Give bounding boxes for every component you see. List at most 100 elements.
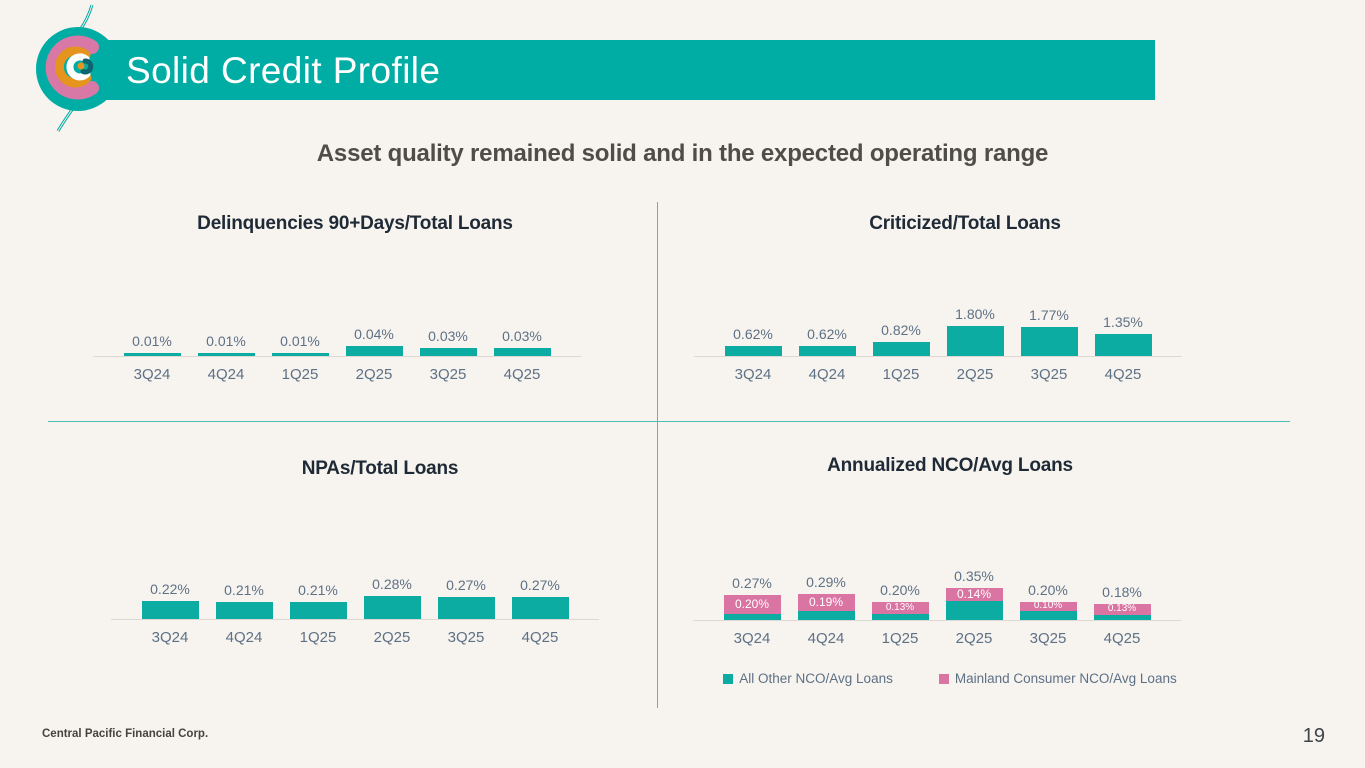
bar-column: 0.20% 0.13% <box>863 560 937 620</box>
segment-value-label: 0.19% <box>808 595 844 610</box>
bar-value-label: 0.21% <box>298 581 338 598</box>
mainland-consumer-segment: 0.13% <box>871 601 929 614</box>
bar-column: 0.01% <box>115 296 189 356</box>
mainland-consumer-segment: 0.13% <box>1093 603 1151 616</box>
x-axis-tick-label: 3Q25 <box>447 629 485 646</box>
bar-value-label: 0.21% <box>224 581 264 598</box>
x-axis-line <box>93 356 581 357</box>
bar-column: 0.27% 0.20% <box>715 560 789 620</box>
segment-value-label: 0.14% <box>956 587 992 602</box>
bar-column: 1.80% <box>938 296 1012 356</box>
bar-value-label: 1.80% <box>955 306 995 322</box>
bar-value-label: 0.03% <box>428 328 468 345</box>
bar-value-label: 0.27% <box>732 575 772 592</box>
bar-value-label: 0.28% <box>372 576 412 592</box>
bar-column: 1.35% <box>1086 296 1160 356</box>
bar-value-label: 0.18% <box>1102 583 1142 600</box>
x-axis-tick-label: 2Q25 <box>955 630 993 647</box>
bar-value-label: 0.03% <box>502 328 542 345</box>
x-axis-labels: 3Q24 4Q24 1Q25 2Q25 3Q25 4Q25 <box>115 366 559 383</box>
chart-criticized: Criticized/Total Loans 0.62% 0.62% 0.82% 1.… <box>690 205 1240 405</box>
legend-label: All Other NCO/Avg Loans <box>739 671 893 686</box>
bar-column: 0.22% <box>133 559 207 619</box>
vertical-divider <box>657 202 658 708</box>
bar-column: 0.29% 0.19% <box>789 560 863 620</box>
bar-value-label: 0.62% <box>733 325 773 342</box>
bar-value-label: 0.22% <box>150 580 190 597</box>
x-axis-tick-label: 1Q25 <box>881 630 919 647</box>
x-axis-tick-label: 4Q25 <box>521 629 559 646</box>
horizontal-divider <box>48 421 1290 422</box>
all-other-segment <box>797 610 855 620</box>
bar <box>437 596 495 619</box>
all-other-segment <box>1093 615 1151 620</box>
bar-column: 0.21% <box>281 559 355 619</box>
bar-value-label: 0.27% <box>520 576 560 593</box>
segment-value-label: 0.10% <box>1033 600 1063 612</box>
x-axis-tick-label: 2Q25 <box>956 366 994 383</box>
bar-value-label: 0.62% <box>807 325 847 342</box>
bar <box>197 353 255 356</box>
bar-value-label: 0.01% <box>206 333 246 349</box>
bar-value-label: 1.77% <box>1029 306 1069 323</box>
bars: 0.62% 0.62% 0.82% 1.80% 1.77% 1.35% <box>716 296 1160 356</box>
bar-value-label: 0.35% <box>954 568 994 585</box>
bar <box>345 345 403 356</box>
bar-column: 0.62% <box>716 296 790 356</box>
x-axis-tick-label: 4Q25 <box>503 366 541 383</box>
bar <box>141 600 199 619</box>
x-axis-tick-label: 1Q25 <box>299 629 337 646</box>
chart-legend: All Other NCO/Avg Loans Mainland Consumer… <box>690 671 1210 686</box>
bars: 0.01% 0.01% 0.01% 0.04% 0.03% 0.03% <box>115 296 559 356</box>
x-axis-line <box>694 356 1182 357</box>
slide-title: Solid Credit Profile <box>126 50 441 91</box>
x-axis-tick-label: 2Q25 <box>355 366 393 383</box>
bar <box>872 342 930 356</box>
bar-column: 0.04% <box>337 296 411 356</box>
x-axis-tick-label: 2Q25 <box>373 629 411 646</box>
bar <box>946 326 1004 356</box>
chart-npas: NPAs/Total Loans 0.22% 0.21% 0.21% 0.28% 0.2… <box>105 450 655 660</box>
mainland-consumer-segment: 0.19% <box>797 593 855 611</box>
bar-column: 0.03% <box>485 296 559 356</box>
bar-column: 0.01% <box>263 296 337 356</box>
x-axis-tick-label: 4Q25 <box>1104 366 1142 383</box>
bar-value-label: 0.04% <box>354 325 394 342</box>
x-axis-labels: 3Q24 4Q24 1Q25 2Q25 3Q25 4Q25 <box>716 366 1160 383</box>
x-axis-tick-label: 3Q25 <box>1030 366 1068 383</box>
plot-area: 0.27% 0.20% 0.29% 0.19% 0.20% 0.13% 0.35% 0.14%… <box>693 560 1181 647</box>
bar-value-label: 1.35% <box>1103 313 1143 330</box>
x-axis-tick-label: 3Q24 <box>151 629 189 646</box>
x-axis-tick-label: 4Q24 <box>808 366 846 383</box>
x-axis-tick-label: 3Q24 <box>734 366 772 383</box>
bar-column: 0.82% <box>864 296 938 356</box>
legend-label: Mainland Consumer NCO/Avg Loans <box>954 671 1177 686</box>
bar <box>215 601 273 619</box>
chart-title: NPAs/Total Loans <box>301 458 459 479</box>
x-axis-tick-label: 4Q24 <box>207 366 245 383</box>
bar <box>271 353 329 356</box>
footer-company-name: Central Pacific Financial Corp. <box>42 728 209 740</box>
x-axis-line <box>693 620 1181 621</box>
bar-value-label: 0.20% <box>880 581 920 598</box>
bar <box>363 596 421 619</box>
mainland-consumer-segment: 0.14% <box>945 587 1003 602</box>
bar-column: 0.27% <box>429 559 503 619</box>
bar-column: 0.21% <box>207 559 281 619</box>
bar-column: 0.62% <box>790 296 864 356</box>
page-number: 19 <box>1302 725 1325 747</box>
legend-item: Mainland Consumer NCO/Avg Loans <box>938 671 1177 686</box>
mainland-consumer-segment: 0.10% <box>1019 600 1077 612</box>
x-axis-line <box>111 619 599 620</box>
bar-value-label: 0.20% <box>1028 581 1068 598</box>
all-other-segment <box>1019 610 1077 620</box>
slide-subtitle: Asset quality remained solid and in the … <box>316 140 1049 167</box>
chart-title: Annualized NCO/Avg Loans <box>827 455 1073 476</box>
plot-area: 0.01% 0.01% 0.01% 0.04% 0.03% 0.03% 3Q24 4Q24 1… <box>93 296 581 383</box>
bar-value-label: 0.27% <box>446 576 486 593</box>
all-other-segment <box>871 613 929 620</box>
bar <box>419 348 477 356</box>
segment-value-label: 0.13% <box>1107 603 1137 615</box>
all-other-segment <box>945 600 1003 620</box>
